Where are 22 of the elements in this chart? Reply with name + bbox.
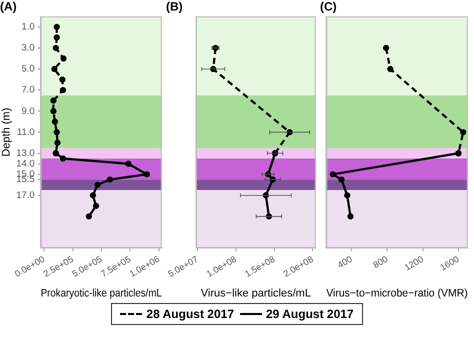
- y-tick-label: 9.0: [21, 106, 35, 117]
- x-axis-title: Virus−to−microbe−ratio (VMR): [326, 287, 468, 300]
- x-tick-label: 1200: [402, 254, 426, 273]
- y-tick-label: 17.0: [16, 190, 35, 201]
- chart-title: (C): [320, 0, 337, 14]
- legend-label: 28 August 2017: [146, 307, 234, 321]
- y-tick-label: 11.0: [16, 126, 35, 138]
- y-tick-label: 3.0: [21, 42, 35, 54]
- x-tick-label: 1600: [438, 254, 461, 273]
- chart-title: (B): [166, 0, 183, 14]
- y-tick-label: 14.0: [16, 158, 35, 170]
- x-axis-title: Virus−like particles/mL: [200, 287, 311, 300]
- y-axis-title: Depth (m): [0, 108, 13, 157]
- y-tick-label: 13.0: [16, 148, 35, 159]
- x-tick-label: 400: [336, 254, 354, 270]
- y-tick-label: 1.0: [21, 22, 35, 33]
- y-tick-label: 7.0: [21, 84, 35, 96]
- y-tick-label: 5.0: [21, 64, 35, 75]
- x-axis-title: Prokaryotic-like particles/mL: [40, 288, 162, 300]
- chart-title: (A): [0, 0, 17, 14]
- x-tick-label: 800: [371, 254, 390, 270]
- legend-label: 29 August 2017: [266, 307, 354, 321]
